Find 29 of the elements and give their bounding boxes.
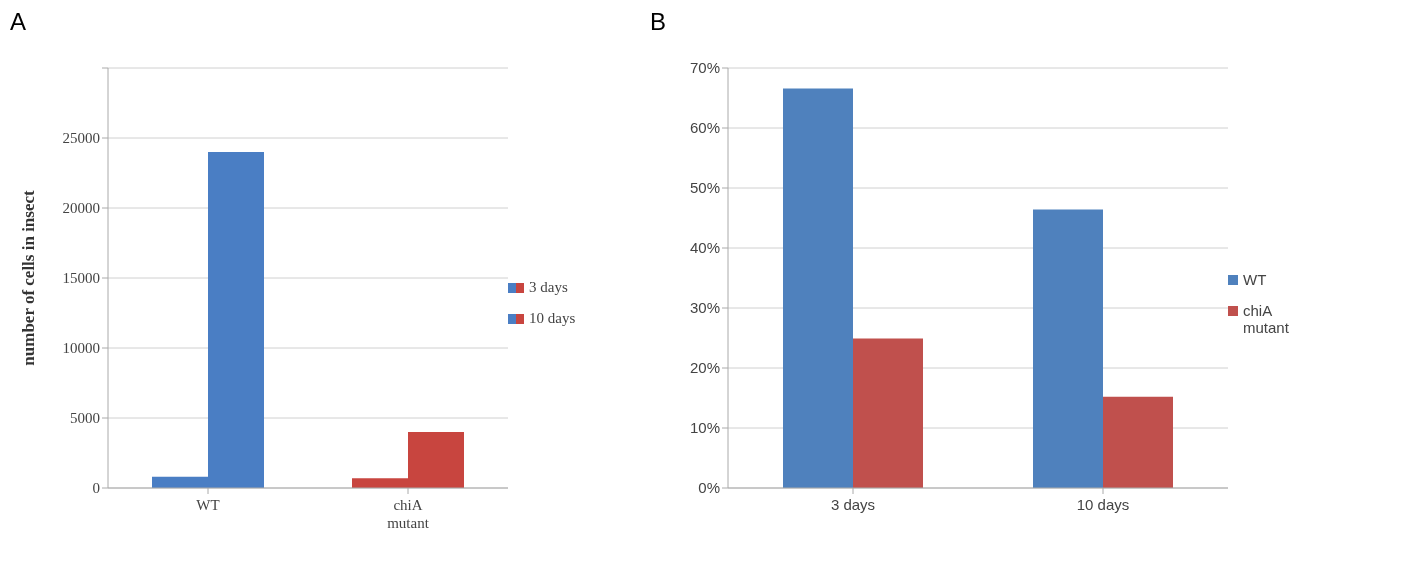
x-tick-label: chiA mutant xyxy=(387,497,430,531)
y-tick-label: 10000 xyxy=(62,340,100,357)
bar xyxy=(1103,396,1173,488)
y-tick-label: 40% xyxy=(689,239,720,257)
chart-title: A xyxy=(9,8,27,37)
y-axis-title: number of cells in insect xyxy=(19,190,39,366)
y-tick-label: 60% xyxy=(689,119,720,137)
bar xyxy=(783,88,853,488)
y-tick-label: 0 xyxy=(92,480,100,497)
y-tick-label: 20% xyxy=(689,359,720,377)
y-tick-label: 0% xyxy=(698,479,720,497)
y-tick-label: 5000 xyxy=(70,410,100,427)
chart-title: B xyxy=(649,8,667,37)
legend-label: WT xyxy=(1243,270,1267,288)
y-tick-label: 70% xyxy=(689,59,720,77)
y-tick-label: 10% xyxy=(689,419,720,437)
y-tick-label: 25000 xyxy=(62,130,100,147)
x-tick-label: WT xyxy=(196,497,220,513)
x-tick-label: 3 days xyxy=(830,496,876,513)
bar xyxy=(853,338,923,488)
legend-label: 3 days xyxy=(529,279,568,296)
bar xyxy=(1033,209,1103,488)
legend-label: 10 days xyxy=(529,310,576,327)
y-tick-label: 20000 xyxy=(62,200,100,217)
y-tick-label: 30% xyxy=(689,299,720,317)
y-tick-label: 15000 xyxy=(62,270,100,287)
x-tick-label: 10 days xyxy=(1076,496,1130,513)
legend-label: chiA mutant xyxy=(1243,301,1290,336)
y-tick-label: 50% xyxy=(689,179,720,197)
